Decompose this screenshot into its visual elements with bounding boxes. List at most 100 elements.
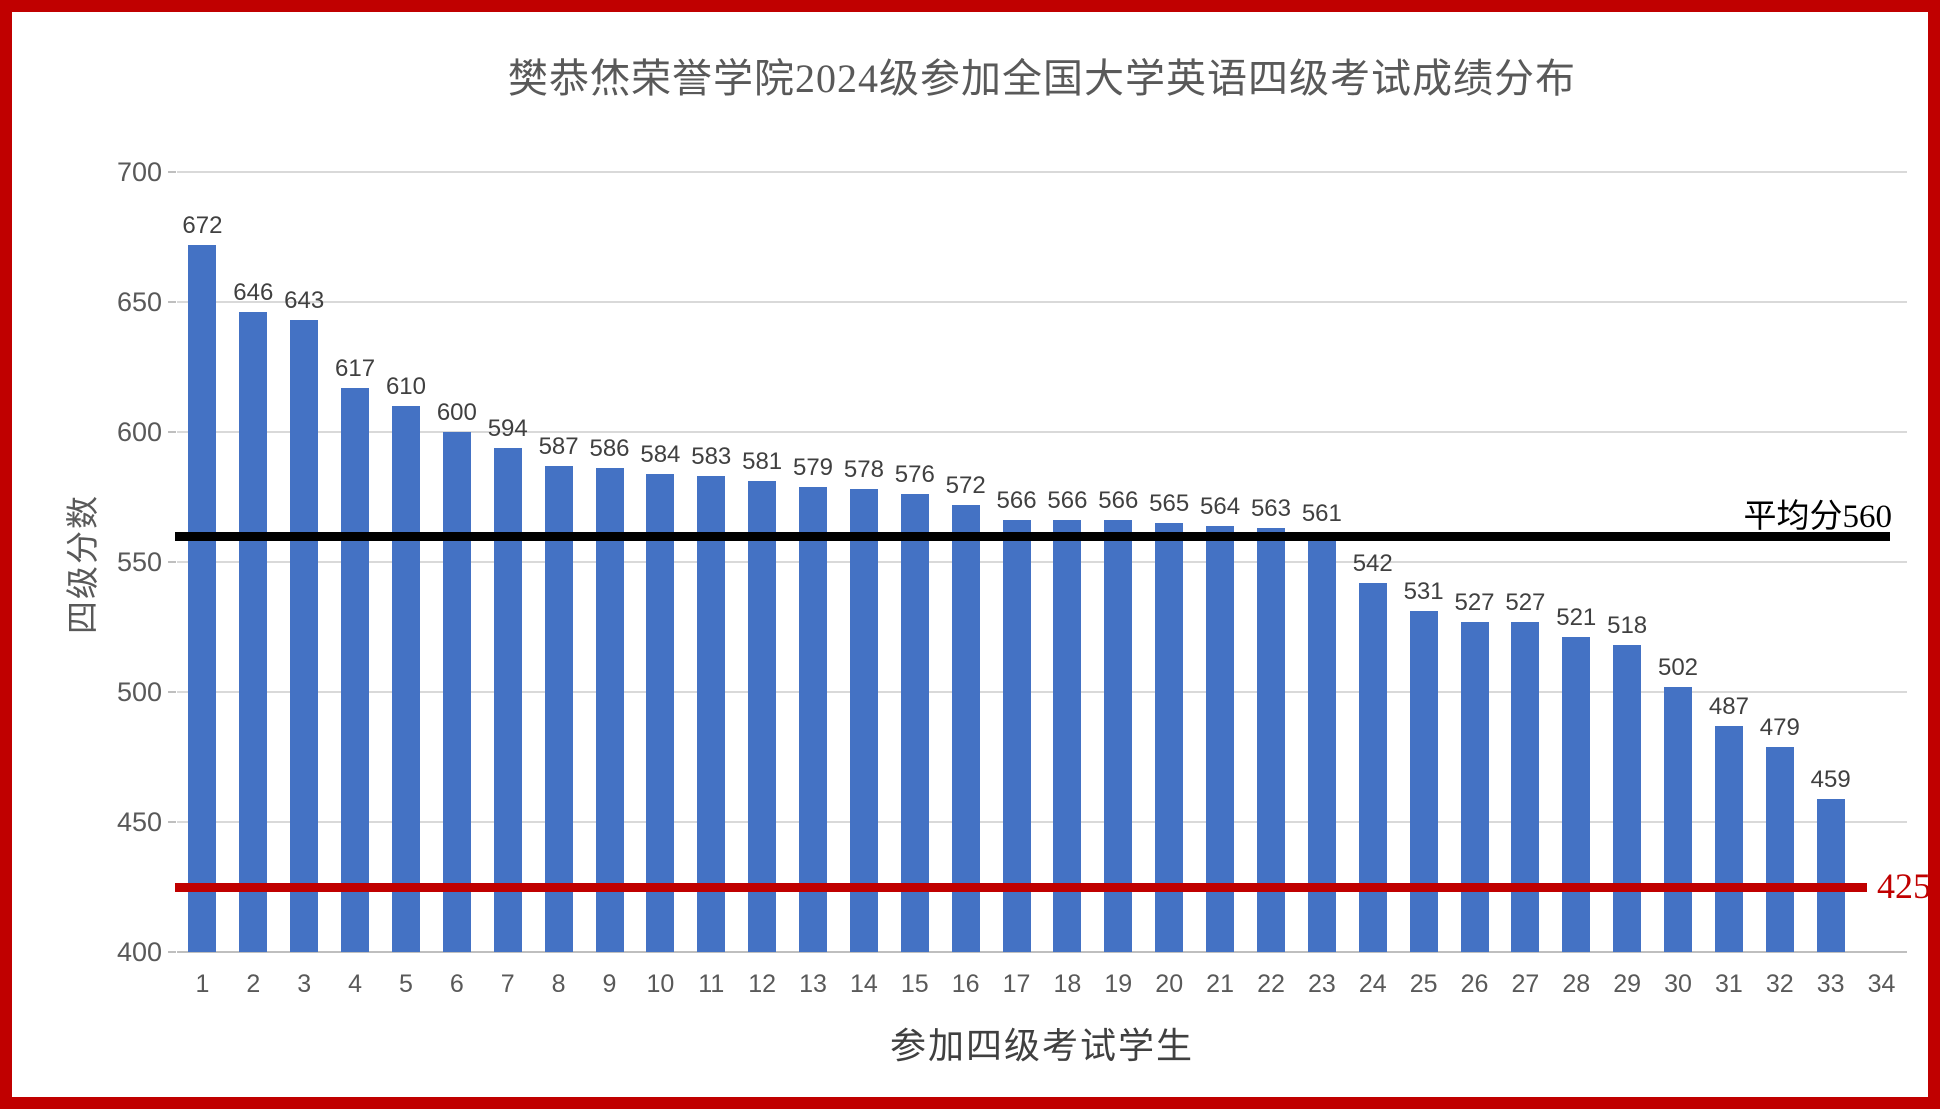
bar	[1664, 686, 1693, 952]
x-tick-label: 11	[698, 970, 725, 998]
bar-value-label: 566	[1098, 487, 1139, 515]
bar	[1816, 798, 1845, 952]
x-tick-label: 17	[1002, 970, 1031, 998]
bar-value-label: 579	[792, 453, 834, 481]
bar-value-label: 527	[1505, 588, 1546, 616]
y-tick-label: 650	[116, 287, 162, 317]
bar-value-label: 563	[1250, 495, 1291, 523]
x-tick-label: 5	[399, 970, 413, 998]
pass-line	[175, 883, 1867, 892]
x-tick-label: 24	[1358, 970, 1387, 998]
average-line	[175, 532, 1890, 541]
bar-value-label: 584	[640, 440, 681, 468]
bar-value-label: 479	[1759, 713, 1800, 741]
bar	[1511, 621, 1540, 952]
x-tick-label: 29	[1613, 970, 1642, 998]
gridline	[177, 431, 1907, 433]
x-tick-label: 12	[748, 970, 777, 998]
bar	[188, 244, 217, 952]
gridline	[177, 951, 1907, 953]
x-tick-label: 26	[1460, 970, 1489, 998]
y-tick-label: 450	[116, 807, 162, 837]
x-tick-label: 18	[1053, 970, 1082, 998]
x-tick-label: 16	[951, 970, 980, 998]
bar	[1409, 611, 1438, 952]
bar	[1765, 746, 1794, 952]
x-tick-label: 10	[646, 970, 675, 998]
bar	[697, 476, 726, 952]
gridline	[177, 821, 1907, 823]
bar	[595, 468, 624, 952]
bar	[1206, 525, 1235, 952]
x-tick-label: 2	[246, 970, 261, 998]
x-tick-label: 22	[1257, 970, 1285, 998]
y-tick-mark	[168, 431, 176, 433]
bar-value-label: 459	[1810, 765, 1851, 793]
gridline	[177, 171, 1907, 173]
bar	[799, 486, 828, 952]
x-tick-label: 9	[602, 970, 617, 998]
average-line-label: 平均分560	[1743, 499, 1893, 535]
bar-value-label: 672	[182, 211, 223, 239]
bar	[1307, 533, 1336, 952]
x-tick-label: 14	[850, 970, 878, 998]
x-tick-label: 3	[297, 970, 312, 998]
x-tick-label: 19	[1104, 970, 1133, 998]
gridline	[177, 561, 1907, 563]
x-tick-label: 28	[1562, 970, 1591, 998]
bar-value-label: 610	[385, 373, 426, 400]
bar-value-label: 531	[1403, 578, 1444, 606]
x-tick-label: 34	[1867, 970, 1896, 998]
bar	[1714, 725, 1743, 952]
x-tick-label: 33	[1816, 970, 1845, 998]
bar-value-label: 643	[284, 287, 325, 315]
bar-value-label: 564	[1200, 492, 1241, 520]
x-tick-label: 13	[799, 970, 827, 998]
pass-line-label: 425	[1877, 866, 1931, 906]
y-tick-mark	[168, 301, 176, 303]
x-tick-label: 31	[1715, 970, 1743, 998]
bar	[290, 320, 319, 952]
bar-value-label: 587	[538, 432, 579, 460]
y-tick-label: 600	[116, 417, 162, 447]
x-tick-label: 20	[1155, 970, 1184, 998]
x-tick-label: 15	[900, 970, 929, 998]
bar-value-label: 581	[742, 448, 783, 476]
bar	[1256, 528, 1285, 952]
bar	[1002, 520, 1031, 952]
bar-value-label: 518	[1607, 612, 1648, 640]
chart-canvas: 樊恭烋荣誉学院2024级参加全国大学英语四级考试成绩分布 四级分数 参加四级考试…	[24, 24, 1940, 1109]
bar-value-label: 561	[1301, 500, 1342, 528]
x-tick-label: 1	[195, 970, 210, 998]
bar-value-label: 521	[1556, 604, 1597, 632]
bar	[900, 494, 929, 952]
y-tick-label: 550	[116, 547, 162, 577]
bar-value-label: 600	[436, 399, 477, 426]
bar	[1104, 520, 1133, 952]
bar-value-label: 617	[335, 354, 376, 382]
bar-value-label: 646	[233, 279, 274, 307]
gridline	[177, 301, 1907, 303]
x-tick-label: 21	[1206, 970, 1234, 998]
y-tick-mark	[168, 171, 176, 173]
x-axis-title: 参加四级考试学生	[889, 1026, 1194, 1066]
y-tick-label: 400	[116, 937, 162, 967]
y-tick-mark	[168, 821, 176, 823]
gridline	[177, 691, 1907, 693]
x-tick-label: 30	[1664, 970, 1692, 998]
bar	[849, 489, 878, 952]
bar	[1155, 523, 1184, 952]
x-tick-label: 4	[348, 970, 363, 998]
bar	[391, 406, 420, 952]
y-tick-mark	[168, 691, 176, 693]
bar	[646, 473, 675, 952]
y-tick-label: 500	[116, 677, 162, 707]
bar	[544, 465, 573, 952]
bar-value-label: 527	[1454, 588, 1495, 616]
bar-value-label: 487	[1708, 692, 1749, 720]
y-tick-mark	[168, 561, 176, 563]
bar	[341, 387, 370, 952]
bar	[748, 481, 777, 952]
